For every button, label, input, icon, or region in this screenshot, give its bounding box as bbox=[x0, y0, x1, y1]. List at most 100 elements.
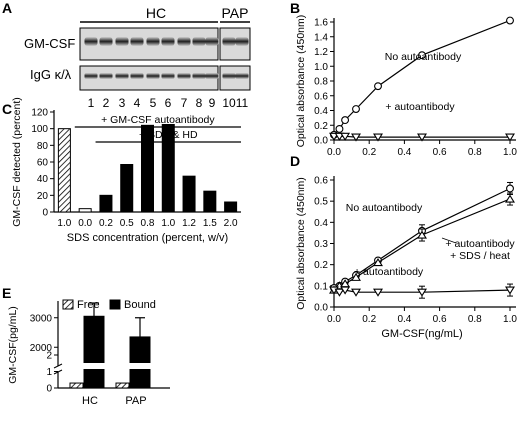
bar-free bbox=[69, 382, 84, 389]
data-point bbox=[417, 133, 427, 142]
panel-a: A HC PAP GM-CSF IgG κ/λ 1 2 3 4 5 6 7 8 9 10 11 bbox=[2, 0, 251, 110]
series-label: No autoantibody bbox=[385, 51, 462, 63]
data-point bbox=[505, 286, 515, 295]
x-tick-label: 1.0 bbox=[503, 314, 517, 325]
bar bbox=[224, 201, 238, 213]
series-label: No autoantibody bbox=[346, 202, 423, 214]
lane-number: 2 bbox=[103, 96, 110, 110]
y-tick-label: 0.8 bbox=[314, 77, 328, 88]
x-tick-label: 1.5 bbox=[203, 218, 217, 229]
data-point bbox=[417, 288, 427, 297]
bar bbox=[78, 208, 92, 213]
data-point bbox=[417, 230, 427, 239]
x-tick-label: 1.0 bbox=[57, 218, 71, 229]
y-tick-label: 80 bbox=[37, 141, 49, 152]
legend-label: Free bbox=[77, 299, 100, 311]
annotation: + GM-CSF autoantibody bbox=[101, 114, 215, 126]
y-tick-label: 2000 bbox=[30, 343, 53, 354]
x-axis-label: GM-CSF(ng/mL) bbox=[381, 328, 462, 340]
data-point bbox=[351, 288, 361, 297]
data-point bbox=[334, 288, 345, 297]
x-tick-label: 0.8 bbox=[141, 218, 155, 229]
data-point bbox=[373, 133, 383, 142]
panel-b-letter: B bbox=[290, 0, 300, 16]
igg-band bbox=[146, 73, 160, 79]
igg-band bbox=[115, 73, 129, 79]
y-axis-label: Optical absorbance (450nm) bbox=[295, 177, 307, 310]
bar bbox=[161, 124, 175, 213]
data-point bbox=[351, 272, 361, 281]
y-tick-label: 0.6 bbox=[314, 91, 328, 102]
y-tick-label: 1.6 bbox=[314, 18, 328, 29]
data-point bbox=[373, 258, 383, 267]
y-tick-label: 2 bbox=[46, 351, 52, 362]
bar-free bbox=[115, 382, 130, 389]
x-tick-label: 0.2 bbox=[99, 218, 113, 229]
axis-break bbox=[53, 363, 63, 369]
y-tick-label: 0.4 bbox=[314, 218, 328, 229]
group-hc-label: HC bbox=[146, 5, 166, 21]
y-tick-label: 1.4 bbox=[314, 32, 328, 43]
x-tick-label: 1.2 bbox=[182, 218, 196, 229]
gmcsf-band bbox=[115, 37, 129, 46]
y-axis-label: GM-CSF(pg/mL) bbox=[7, 306, 19, 384]
y-tick-label: 20 bbox=[37, 191, 49, 202]
igg-band bbox=[222, 73, 236, 79]
y-tick-label: 40 bbox=[37, 174, 49, 185]
bar-bound bbox=[83, 315, 105, 389]
bar-break-gap bbox=[129, 363, 151, 369]
data-point bbox=[340, 132, 351, 141]
y-axis-label: Optical absorbance (450nm) bbox=[295, 15, 307, 148]
x-tick-label: 0.8 bbox=[468, 314, 482, 325]
y-axis-label: GM-CSF detected (percent) bbox=[11, 97, 23, 227]
x-tick-label: HC bbox=[82, 395, 98, 407]
y-tick-label: 3000 bbox=[30, 313, 53, 324]
bar bbox=[182, 175, 196, 213]
lane-labels: 1 2 3 4 5 6 7 8 9 10 11 bbox=[88, 96, 249, 110]
panel-e-letter: E bbox=[2, 285, 11, 301]
bar-break-gap bbox=[83, 363, 105, 369]
data-point bbox=[505, 194, 515, 203]
x-tick-label: 0.2 bbox=[362, 147, 376, 158]
series-line bbox=[333, 19, 511, 136]
igg-band bbox=[84, 73, 98, 79]
lane-number: 5 bbox=[150, 96, 157, 110]
bar bbox=[120, 164, 134, 213]
lane-number: 4 bbox=[134, 96, 141, 110]
data-point bbox=[374, 82, 382, 91]
y-tick-label: 1.0 bbox=[314, 62, 328, 73]
panel-d-letter: D bbox=[290, 153, 300, 169]
series-label: + autoantibody bbox=[385, 101, 455, 113]
legend-label: Bound bbox=[124, 299, 156, 311]
data-point bbox=[341, 116, 350, 125]
gmcsf-band bbox=[130, 37, 144, 46]
y-tick-label: 0.4 bbox=[314, 106, 328, 117]
x-axis-label: SDS concentration (percent, w/v) bbox=[67, 232, 228, 244]
group-pap-label: PAP bbox=[222, 5, 249, 21]
x-tick-label: 0.0 bbox=[327, 314, 341, 325]
bar bbox=[141, 124, 154, 213]
x-tick-label: 0.8 bbox=[468, 147, 482, 158]
lane-number: 3 bbox=[119, 96, 126, 110]
igg-band bbox=[235, 73, 249, 79]
x-tick-label: 0.2 bbox=[362, 314, 376, 325]
data-point bbox=[351, 133, 361, 142]
y-tick-label: 1 bbox=[46, 367, 52, 378]
x-tick-label: 1.0 bbox=[161, 218, 175, 229]
y-tick-label: 0.2 bbox=[314, 260, 328, 271]
igg-band bbox=[130, 73, 144, 79]
y-tick-label: 0 bbox=[46, 384, 52, 395]
bar bbox=[57, 128, 71, 213]
gmcsf-band bbox=[146, 37, 160, 46]
y-tick-label: 1.2 bbox=[314, 47, 328, 58]
x-tick-label: 0.0 bbox=[327, 147, 341, 158]
row-gmcsf-label: GM-CSF bbox=[24, 36, 75, 51]
chart-d: 0.0 0.1 0.2 0.3 0.4 0.5 0.6 0.0 0.2 0.4 0.6 0.8 1.0 O… bbox=[295, 176, 517, 341]
igg-band bbox=[161, 73, 175, 79]
x-tick-label: 0.6 bbox=[433, 147, 447, 158]
x-tick-label: 0.6 bbox=[433, 314, 447, 325]
panel-a-letter: A bbox=[2, 0, 12, 16]
lane-number: 7 bbox=[181, 96, 188, 110]
row-igg-label: IgG κ/λ bbox=[30, 67, 72, 82]
data-point bbox=[340, 286, 351, 295]
